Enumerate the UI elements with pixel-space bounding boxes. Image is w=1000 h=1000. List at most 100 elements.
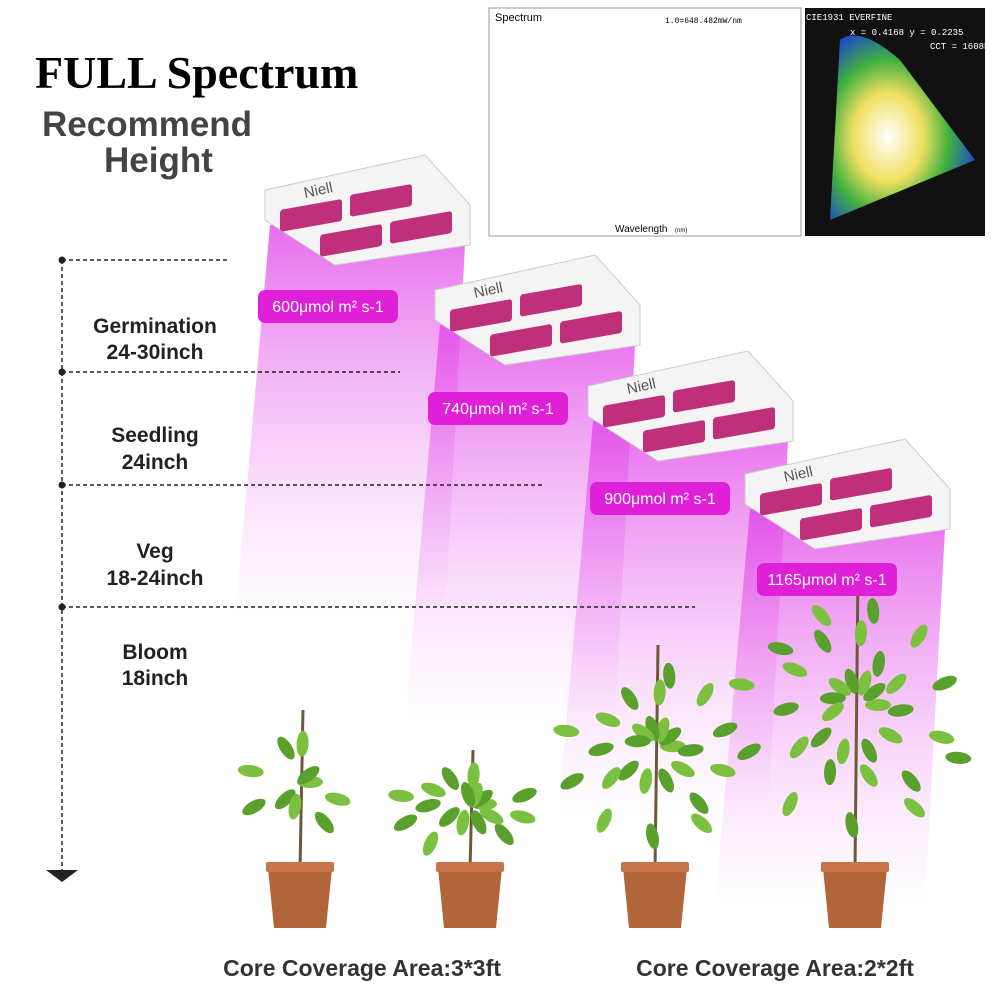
leaf: [659, 727, 682, 746]
dot: [58, 368, 66, 376]
leaf: [479, 808, 504, 825]
leaf: [782, 791, 798, 817]
leaf: [237, 764, 264, 778]
leaf: [601, 767, 621, 789]
leaf: [910, 624, 928, 648]
leaf: [928, 730, 955, 744]
led-panel: [830, 468, 892, 501]
pot-rim: [266, 862, 334, 872]
leaf: [789, 736, 809, 759]
led-panel: [280, 199, 342, 232]
leaf: [415, 798, 441, 813]
leaf: [710, 763, 736, 778]
arrow: [46, 870, 78, 882]
leaf: [456, 809, 470, 836]
stage-name: Seedling: [111, 424, 199, 447]
led-panel: [490, 324, 552, 357]
leaf: [822, 702, 844, 722]
leaf: [865, 699, 891, 711]
leaf: [737, 743, 761, 760]
stage-height: 18-24inch: [107, 567, 204, 590]
leaf: [388, 789, 414, 802]
cie-chart: CIE1931 EVERFINE x = 0.4168 y = 0.2235 C…: [805, 8, 990, 236]
leaf: [653, 679, 666, 706]
leaf: [810, 727, 832, 748]
leaf: [510, 810, 536, 824]
leaf: [767, 642, 794, 656]
leaf: [277, 736, 295, 760]
leaf: [932, 675, 957, 691]
leaf: [553, 724, 580, 738]
brand: Niell: [782, 463, 814, 486]
chart-note: 1.0=648.482mW/nm: [665, 17, 742, 26]
pot: [268, 868, 332, 928]
leaf: [857, 670, 872, 696]
ppfd-text: 600μmol m² s-1: [272, 299, 384, 316]
led-panel: [643, 420, 705, 453]
leaf: [242, 798, 266, 816]
leaf: [441, 767, 460, 790]
leaf: [663, 662, 676, 689]
stage-height: 24-30inch: [107, 341, 204, 364]
pot: [623, 868, 687, 928]
leaf: [854, 620, 867, 647]
cie-title: CIE1931 EVERFINE: [806, 13, 892, 23]
leaf: [639, 768, 653, 794]
subtitle: Height: [104, 141, 213, 180]
leaf: [658, 768, 674, 793]
ppfd-text: 1165μmol m² s-1: [767, 572, 886, 589]
led-panel: [713, 407, 775, 440]
leaf: [393, 814, 418, 831]
height-scale: [61, 259, 695, 872]
led-panel: [320, 224, 382, 257]
leaf: [878, 727, 903, 744]
leaf: [677, 744, 704, 757]
lamps: Niell Niell Niell Niell: [264, 154, 951, 550]
leaf: [811, 605, 832, 627]
brand: Niell: [625, 375, 657, 398]
led-panel: [870, 495, 932, 528]
leaf: [773, 702, 799, 716]
leaf: [646, 823, 659, 849]
led-panel: [800, 508, 862, 541]
leaf: [422, 831, 439, 856]
beam: [235, 225, 465, 620]
leaf: [696, 683, 714, 707]
x-label: Wavelength: [615, 224, 667, 235]
coverage-label: Core Coverage Area:2*2ft: [636, 955, 914, 981]
led-panel: [450, 299, 512, 332]
leaf: [467, 762, 480, 789]
pot: [823, 868, 887, 928]
dot: [58, 481, 66, 489]
leaf: [814, 629, 832, 653]
ppfd-badge: [757, 563, 897, 596]
leaf: [624, 735, 651, 748]
cie-cct: CCT = 1608K: [930, 42, 990, 52]
leaf: [296, 730, 309, 757]
subtitle: Recommend: [42, 105, 252, 144]
stage-height: 24inch: [122, 451, 189, 474]
dot: [58, 603, 66, 611]
leaf: [324, 792, 351, 806]
led-panel: [520, 284, 582, 317]
leaf: [671, 760, 695, 778]
pot-rim: [621, 862, 689, 872]
leaf: [828, 677, 852, 696]
leaf: [596, 808, 612, 833]
title: FULL Spectrum: [35, 47, 358, 98]
leaf: [314, 811, 334, 834]
cie-gamut: [830, 35, 975, 220]
stage-name: Germination: [93, 315, 217, 338]
leaf: [460, 782, 476, 807]
plants: [237, 569, 972, 928]
leaf: [845, 812, 859, 838]
ppfd-labels: 600μmol m² s-1 740μmol m² s-1 900μmol m² s…: [258, 290, 897, 596]
pot-rim: [436, 862, 504, 872]
leaf: [689, 792, 709, 814]
led-panel: [560, 311, 622, 344]
stage-name: Veg: [136, 540, 173, 563]
leaf: [588, 742, 614, 757]
leaf: [691, 813, 713, 834]
leaf: [512, 787, 537, 803]
led-panel: [673, 380, 735, 413]
